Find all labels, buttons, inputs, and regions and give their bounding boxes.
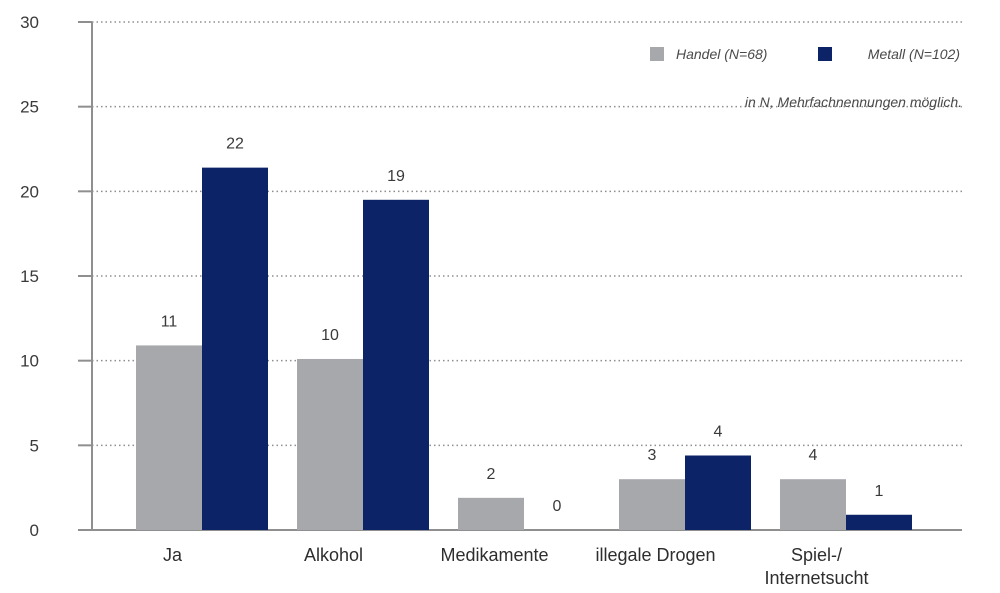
chart-note: in N, Mehrfachnennungen möglich. <box>745 94 962 110</box>
data-label-handel: 10 <box>321 327 339 344</box>
data-label-handel: 11 <box>161 313 178 330</box>
x-category-label: Ja <box>163 545 183 565</box>
label-layer: 0510152025301122Ja1019Alkohol20Medikamen… <box>20 13 883 588</box>
y-tick-label: 0 <box>30 521 39 540</box>
data-label-metall: 19 <box>387 168 405 185</box>
x-category-label: illegale Drogen <box>595 545 715 565</box>
data-label-metall: 0 <box>553 498 562 515</box>
data-label-handel: 4 <box>809 447 818 464</box>
y-tick-label: 5 <box>30 436 39 455</box>
bar-metall <box>685 455 751 530</box>
legend-swatch-handel <box>650 47 664 61</box>
bar-handel <box>619 479 685 530</box>
bar-metall <box>846 514 912 530</box>
legend-label-metall: Metall (N=102) <box>868 46 960 62</box>
bar-layer <box>136 167 912 531</box>
x-category-label: Medikamente <box>440 545 548 565</box>
legend-label-handel: Handel (N=68) <box>676 46 767 62</box>
data-label-handel: 2 <box>487 466 496 483</box>
data-label-metall: 22 <box>226 136 244 153</box>
y-tick-label: 15 <box>20 267 39 286</box>
data-label-metall: 4 <box>714 423 723 440</box>
data-label-metall: 1 <box>875 483 884 500</box>
bar-handel <box>458 497 524 530</box>
bar-metall <box>202 167 268 531</box>
y-tick-label: 25 <box>20 98 39 117</box>
y-tick-label: 30 <box>20 13 39 32</box>
y-tick-label: 20 <box>20 182 39 201</box>
bar-handel <box>297 358 363 530</box>
legend-swatch-metall <box>818 47 832 61</box>
y-tick-label: 10 <box>20 352 39 371</box>
x-category-label: Alkohol <box>304 545 363 565</box>
bar-metall <box>363 199 429 531</box>
bar-handel <box>780 479 846 530</box>
data-label-handel: 3 <box>648 447 657 464</box>
legend: Handel (N=68) Metall (N=102) <box>650 46 960 62</box>
x-category-label: Spiel-/Internetsucht <box>764 545 868 588</box>
bar-handel <box>136 345 202 530</box>
